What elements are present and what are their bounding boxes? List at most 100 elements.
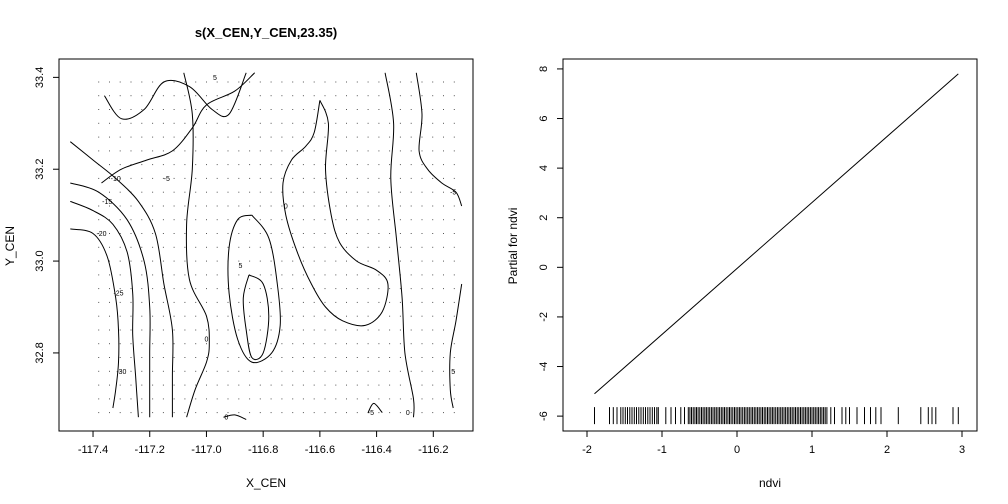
grid-point [421,384,423,386]
grid-point [195,122,197,124]
grid-point [141,274,143,276]
ndvi-rug [594,407,959,425]
grid-point [399,315,401,317]
grid-point [378,288,380,290]
grid-point [432,343,434,345]
contour-label: 0 [205,337,209,344]
grid-point [238,370,240,372]
grid-point [141,412,143,414]
grid-point [302,136,304,138]
grid-point [443,398,444,400]
grid-point [195,329,197,331]
grid-point [270,274,272,276]
grid-point [216,412,218,414]
grid-point [184,329,186,331]
grid-point [335,274,337,276]
grid-point [453,136,455,138]
grid-point [184,288,186,290]
partial-y-axis: -6 -4 -2 0 2 4 6 8 [538,66,564,421]
grid-point [443,274,444,276]
contour-line [70,182,151,418]
grid-point [109,95,110,97]
grid-point [324,315,326,317]
contour-label: -15 [102,199,112,206]
grid-point [152,288,154,290]
grid-point [389,177,391,179]
grid-point [109,301,110,303]
grid-point [130,150,132,152]
grid-point [109,219,110,221]
grid-point [410,95,412,97]
grid-point [173,274,175,276]
grid-point [356,164,358,166]
grid-point [432,329,434,331]
grid-point [292,177,294,179]
grid-point [335,343,337,345]
grid-point [109,164,110,166]
grid-point [119,95,121,97]
grid-point [216,288,218,290]
grid-point [302,246,304,248]
grid-point [141,164,143,166]
grid-point [324,370,326,372]
grid-point [399,398,401,400]
grid-point [270,136,272,138]
grid-point [313,357,315,358]
grid-point [249,315,251,317]
grid-point [119,260,121,262]
grid-point [162,384,164,386]
grid-point [119,398,121,400]
grid-point [216,109,218,110]
grid-point [281,164,283,166]
grid-point [216,370,218,372]
grid-point [270,384,272,386]
grid-point [216,274,218,276]
contour-label: -30 [116,369,126,376]
grid-point [259,412,261,414]
grid-point [410,370,412,372]
grid-point [453,219,455,221]
grid-point [443,315,444,317]
grid-point [302,205,304,207]
grid-point [302,81,304,83]
contour-label: -25 [113,291,123,298]
grid-point [453,191,455,193]
grid-point [292,150,294,152]
grid-point [162,301,164,303]
grid-point [313,233,315,234]
grid-point [378,301,380,303]
grid-point [324,95,326,97]
grid-point [302,357,304,358]
grid-point [216,122,218,124]
grid-point [162,412,164,414]
grid-point [421,95,423,97]
grid-point [346,412,347,414]
grid-point [195,343,197,345]
grid-point [367,288,369,290]
grid-point [453,288,455,290]
grid-point [399,150,401,152]
grid-point [130,357,132,358]
grid-point [432,205,434,207]
grid-point [281,315,283,317]
grid-point [399,136,401,138]
grid-point [119,343,121,345]
grid-point [281,205,283,207]
grid-point [98,274,100,276]
contour-labels: 5 -5 -10 -15 -20 -25 -30 0 5 0 -5 5 0 -5 0 [96,75,456,422]
grid-point [346,136,347,138]
grid-point [162,233,164,234]
grid-point [259,370,261,372]
grid-point [367,301,369,303]
grid-point [130,260,132,262]
grid-point [152,191,154,193]
grid-point [195,357,197,358]
grid-point [109,315,110,317]
grid-point [270,412,272,414]
grid-point [410,301,412,303]
grid-point [238,246,240,248]
contour-label: 5 [451,369,455,376]
grid-point [109,136,110,138]
grid-point [421,343,423,345]
grid-point [98,343,100,345]
